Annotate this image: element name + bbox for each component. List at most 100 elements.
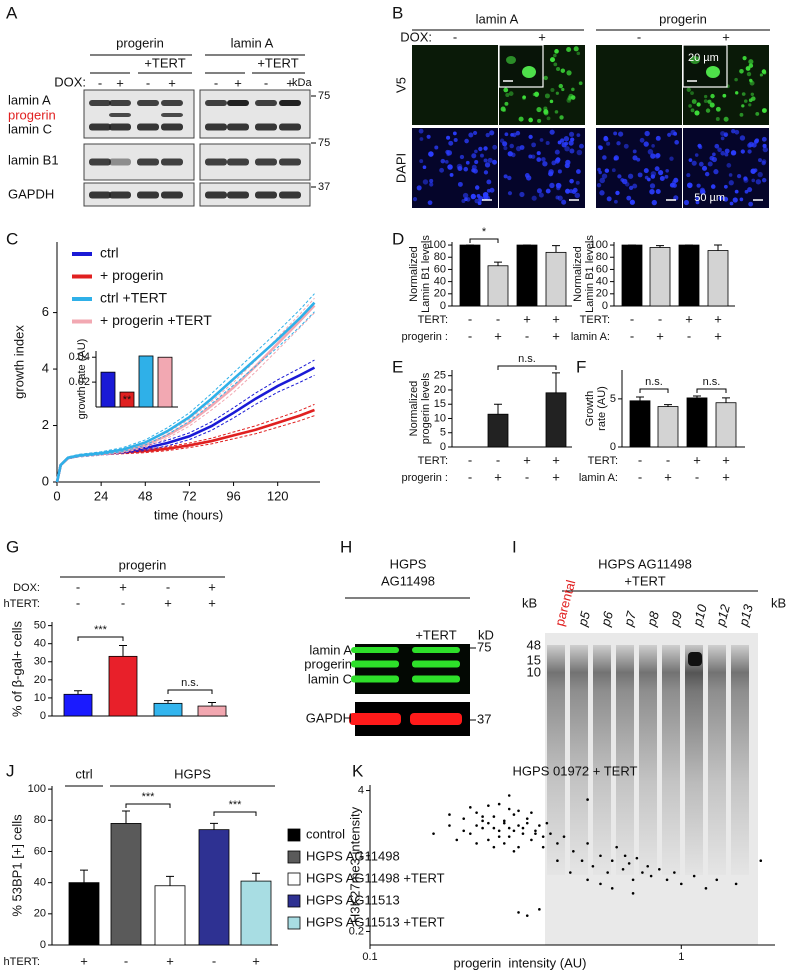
nucleus — [723, 184, 728, 189]
point — [606, 871, 609, 874]
nucleus — [474, 185, 480, 190]
nucleus — [606, 196, 612, 202]
condition-label: TERT: — [588, 455, 618, 467]
nucleus — [637, 172, 643, 178]
point — [525, 821, 529, 825]
y-tick-label: 25 — [434, 370, 446, 382]
nucleus — [712, 152, 716, 157]
y-tick-label: 80 — [434, 251, 446, 263]
band — [279, 158, 301, 166]
nucleus — [568, 140, 574, 146]
nucleus — [686, 87, 691, 92]
row-label: V5 — [393, 77, 408, 93]
blot — [199, 89, 311, 139]
y-axis-label: % of β-gal+ cells — [9, 621, 24, 717]
panel-label: C — [6, 229, 18, 248]
point — [641, 871, 644, 874]
point — [631, 892, 635, 895]
nucleus — [602, 155, 607, 160]
nucleus — [419, 159, 424, 164]
condition-value: - — [496, 311, 500, 326]
nucleus — [696, 183, 701, 188]
significance-label: n.s. — [518, 353, 536, 365]
nucleus — [748, 201, 754, 207]
band — [137, 158, 159, 166]
bar — [459, 244, 481, 307]
point — [502, 842, 506, 845]
significance-bracket — [167, 689, 213, 694]
nucleus — [715, 106, 721, 112]
y-tick-label: 40 — [596, 276, 608, 288]
point — [549, 832, 552, 835]
nucleus — [576, 169, 581, 174]
nucleus — [654, 166, 660, 172]
bar — [108, 655, 138, 717]
nucleus — [463, 166, 469, 172]
legend-label: + progerin — [100, 267, 163, 283]
point — [448, 813, 451, 816]
nucleus — [732, 197, 738, 203]
significance-label: *** — [94, 624, 108, 636]
condition-value: + — [166, 953, 174, 968]
nucleus — [553, 53, 557, 58]
bar — [63, 693, 93, 717]
panel-label: H — [340, 537, 352, 556]
nucleus — [444, 159, 449, 164]
nucleus — [761, 69, 767, 74]
nucleus — [690, 56, 700, 64]
condition-value: + — [722, 452, 730, 467]
micrograph — [412, 45, 498, 125]
lane-label: parental — [552, 578, 579, 627]
nucleus — [621, 178, 628, 185]
point — [635, 856, 639, 860]
condition-value: + — [168, 75, 176, 90]
condition-value: + — [714, 311, 722, 326]
condition-value: - — [525, 328, 529, 343]
condition-label: TERT: — [418, 314, 448, 326]
nucleus — [686, 182, 693, 189]
condition-value: - — [630, 328, 634, 343]
nucleus — [726, 163, 732, 168]
nucleus — [492, 144, 498, 150]
lane-smear — [708, 645, 726, 875]
nucleus — [487, 157, 493, 163]
nucleus — [703, 94, 708, 99]
nucleus — [541, 157, 546, 162]
nucleus — [695, 195, 700, 201]
unit-label: kDa — [292, 77, 312, 89]
y-tick-label: 30 — [34, 656, 46, 668]
nucleus — [557, 169, 562, 174]
x-tick-label: 24 — [94, 488, 108, 503]
error-bar — [636, 396, 644, 401]
band — [255, 100, 277, 106]
band-label: progerin — [8, 107, 56, 122]
point — [599, 854, 602, 858]
point — [572, 849, 575, 853]
nucleus — [483, 146, 488, 151]
y-tick-label: 40 — [34, 638, 46, 650]
point — [525, 817, 529, 820]
panel-label: B — [392, 3, 403, 22]
band — [109, 123, 131, 131]
nucleus — [548, 171, 554, 177]
bar — [240, 880, 272, 946]
nucleus — [750, 92, 755, 96]
condition-value: + — [80, 953, 88, 968]
point — [530, 838, 533, 842]
nucleus — [457, 181, 463, 187]
point — [487, 838, 490, 842]
point — [692, 874, 696, 878]
nucleus — [655, 135, 661, 141]
nucleus — [474, 149, 478, 154]
y-axis-label: Normalized — [408, 381, 420, 437]
band — [227, 158, 249, 166]
inset — [498, 44, 544, 88]
nucleus — [564, 162, 570, 169]
y-tick-label: 10 — [34, 692, 46, 704]
condition-value: + — [208, 595, 216, 610]
lane-label: p9 — [666, 610, 684, 629]
nucleus — [613, 131, 618, 136]
lane-smear — [547, 645, 565, 875]
nucleus — [694, 153, 699, 157]
nucleus — [762, 146, 768, 153]
